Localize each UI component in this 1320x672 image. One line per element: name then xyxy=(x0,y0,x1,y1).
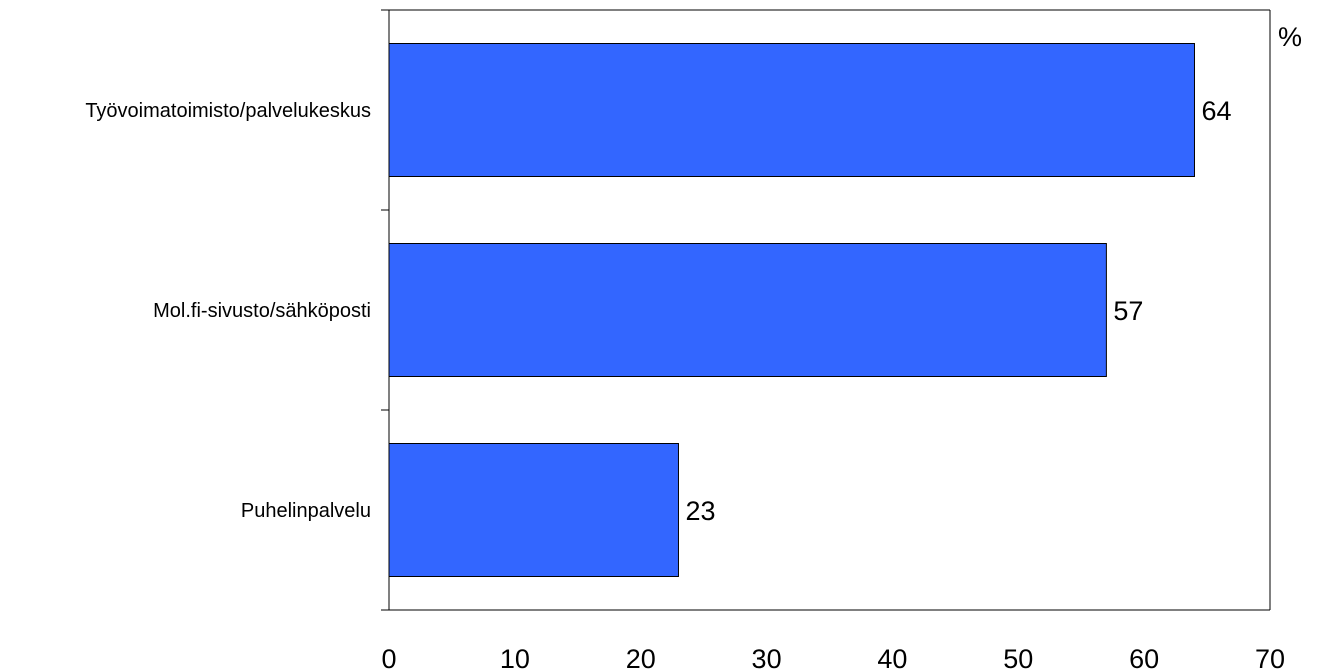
x-tick-label: 60 xyxy=(1129,644,1159,672)
data-label: 23 xyxy=(685,496,715,526)
x-tick-label: 40 xyxy=(877,644,907,672)
x-tick-label: 20 xyxy=(626,644,656,672)
x-tick-label: 70 xyxy=(1255,644,1285,672)
category-labels: Työvoimatoimisto/palvelukeskus Mol.fi-siv… xyxy=(85,100,371,522)
data-label: 57 xyxy=(1113,296,1143,326)
data-labels: 64 57 23 xyxy=(685,96,1231,526)
unit-label: % xyxy=(1278,22,1302,52)
x-tick-label: 50 xyxy=(1003,644,1033,672)
x-axis-tick-labels: 0 10 20 30 40 50 60 70 xyxy=(381,644,1285,672)
bars-group xyxy=(388,43,1195,577)
data-label: 64 xyxy=(1201,96,1231,126)
bar xyxy=(388,43,1195,177)
bar xyxy=(388,443,679,577)
category-label: Mol.fi-sivusto/sähköposti xyxy=(153,300,371,322)
category-label: Työvoimatoimisto/palvelukeskus xyxy=(85,100,371,122)
x-tick-label: 30 xyxy=(752,644,782,672)
bar xyxy=(388,243,1107,377)
x-tick-label: 0 xyxy=(381,644,396,672)
category-label: Puhelinpalvelu xyxy=(241,500,371,522)
x-tick-label: 10 xyxy=(500,644,530,672)
